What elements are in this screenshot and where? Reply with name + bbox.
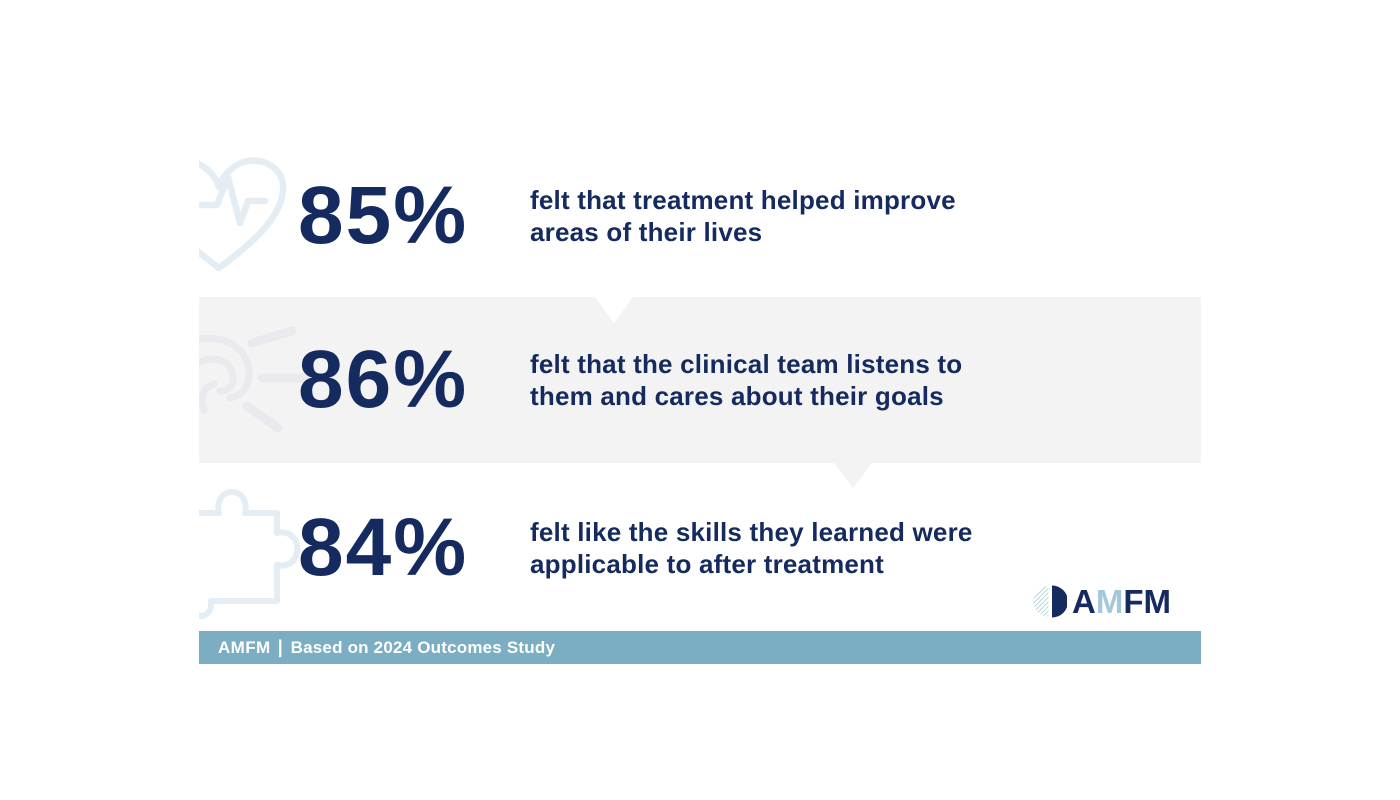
logo-letter: A [1072,582,1096,620]
amfm-logo: A M F M [1033,584,1171,618]
footer-attribution-bar: AMFM | Based on 2024 Outcomes Study [199,631,1201,664]
stat-description-line2: applicable to after treatment [530,548,884,579]
logo-letter: M [1095,582,1124,620]
amfm-logo-wordmark: A M F M [1072,585,1171,618]
stat-percent: 84% [298,501,469,593]
band-top-notch [595,297,633,323]
footer-brand: AMFM [218,637,271,657]
amfm-striped-globe-icon [1033,585,1067,617]
stat-row-treatment-improved: 85% felt that treatment helped improve a… [199,137,1201,294]
stat-description-line2: areas of their lives [530,216,763,247]
footer-caption: Based on 2024 Outcomes Study [290,637,556,657]
stat-description: felt that the clinical team listens to t… [530,348,962,412]
footer-divider: | [277,637,283,657]
stat-description-line1: felt that treatment helped improve [530,184,956,215]
stat-description: felt that treatment helped improve areas… [530,184,956,248]
stat-description-line1: felt that the clinical team listens to [530,349,963,379]
stat-row-skills-applicable: 84% felt like the skills they learned we… [199,463,1201,632]
heartbeat-heart-icon [199,157,287,272]
logo-letter: F [1123,582,1144,620]
stat-percent: 85% [298,169,469,261]
logo-letter: M [1143,582,1172,620]
stat-description: felt like the skills they learned were a… [530,516,973,580]
stat-description-line2: them and cares about their goals [530,381,944,411]
stat-row-clinical-team: 86% felt that the clinical team listens … [199,297,1201,463]
stat-description-line1: felt like the skills they learned were [530,516,973,547]
band-bottom-tail [834,463,872,488]
stat-percent: 86% [298,334,469,425]
